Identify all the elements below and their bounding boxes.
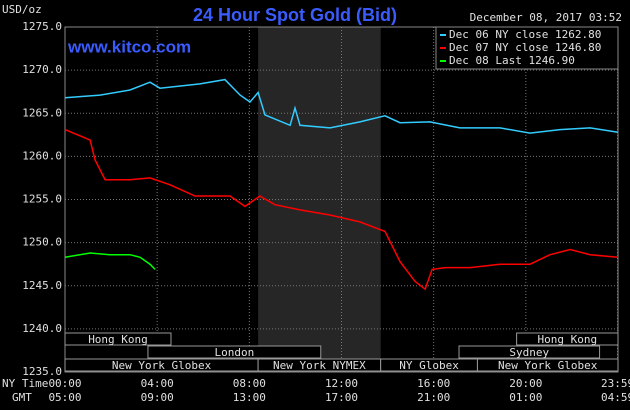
session-label: New York NYMEX [273, 359, 366, 372]
session-label: Hong Kong [88, 333, 148, 346]
x-tick-label: 20:00 [509, 377, 542, 390]
series-line [64, 128, 619, 291]
y-unit: USD/oz [2, 3, 42, 16]
plot-area [64, 26, 619, 373]
y-tick-label: 1255.0 [22, 193, 62, 206]
gmt-tick-label: 05:00 [48, 391, 81, 404]
session-label: Hong Kong [538, 333, 598, 346]
y-tick-label: 1235.0 [22, 365, 62, 378]
session-label: Sydney [509, 346, 549, 359]
y-tick-label: 1250.0 [22, 236, 62, 249]
legend-box [435, 26, 619, 70]
x-tick-label: 00:00 [48, 377, 81, 390]
y-tick-label: 1275.0 [22, 20, 62, 33]
series-line [64, 78, 619, 134]
session-label: NY Globex [399, 359, 459, 372]
gmt-tick-label: 01:00 [509, 391, 542, 404]
session-bar [476, 358, 619, 372]
timestamp: December 08, 2017 03:52 [470, 11, 622, 24]
legend-label: Dec 06 NY close 1262.80 [449, 28, 601, 41]
x-row-label: NY Time [2, 377, 48, 390]
session-bar [147, 345, 322, 359]
gmt-tick-label: 21:00 [417, 391, 450, 404]
x-tick-label: 16:00 [417, 377, 450, 390]
x-tick-label: 23:59 [601, 377, 630, 390]
y-tick-label: 1260.0 [22, 149, 62, 162]
session-label: New York Globex [498, 359, 598, 372]
gmt-tick-label: 17:00 [325, 391, 358, 404]
y-tick-label: 1270.0 [22, 63, 62, 76]
gmt-tick-label: 04:59 [601, 391, 630, 404]
plot-frame [64, 26, 619, 373]
y-tick-label: 1245.0 [22, 279, 62, 292]
x-tick-label: 04:00 [141, 377, 174, 390]
x-tick-label: 12:00 [325, 377, 358, 390]
gmt-tick-label: 13:00 [233, 391, 266, 404]
y-tick-label: 1265.0 [22, 106, 62, 119]
series-line [64, 252, 156, 270]
y-tick-label: 1240.0 [22, 322, 62, 335]
gmt-row-label: GMT [12, 391, 32, 404]
session-bar [516, 332, 619, 346]
session-label: London [214, 346, 254, 359]
gmt-tick-label: 09:00 [141, 391, 174, 404]
session-bar [458, 345, 601, 359]
x-tick-label: 08:00 [233, 377, 266, 390]
website: www.kitco.com [67, 37, 191, 56]
chart-title: 24 Hour Spot Gold (Bid) [193, 5, 397, 25]
legend-label: Dec 07 NY close 1246.80 [449, 41, 601, 54]
session-label: New York Globex [112, 359, 212, 372]
legend-label: Dec 08 Last 1246.90 [449, 54, 575, 67]
session-bar [64, 332, 172, 346]
